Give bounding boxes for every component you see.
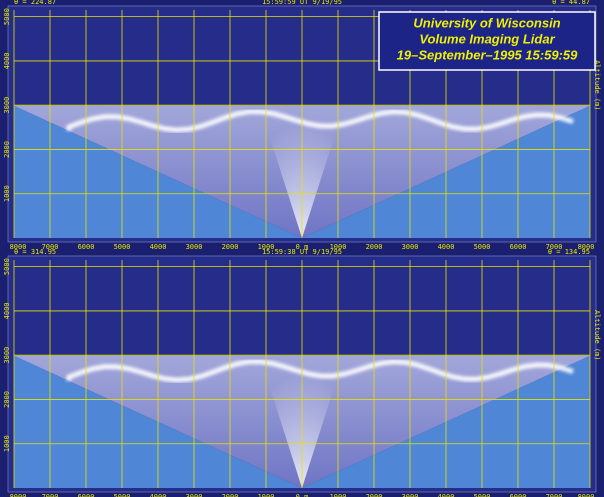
banner-box [378, 11, 596, 71]
x-tick-label: 2000 [366, 243, 383, 251]
x-tick-label: 8000 [578, 243, 595, 251]
panel-left-label: θ = 224.87 [14, 0, 56, 6]
x-tick-label: 0 m [296, 243, 309, 251]
y-tick-label: 3000 [3, 97, 11, 114]
x-tick-label: 7000 [42, 243, 59, 251]
panel-right-label: θ = 134.95 [548, 248, 590, 256]
x-tick-label: 7000 [546, 243, 563, 251]
panel: 1000 2000 3000 4000 5000 8000 7000 6000 5000 4000… [3, 248, 601, 497]
x-tick-label: 1000 [330, 493, 347, 497]
y-tick-label: 1000 [3, 185, 11, 202]
x-tick-label: 4000 [438, 493, 455, 497]
banner-line: Volume Imaging Lidar [419, 31, 555, 46]
x-tick-label: 4000 [150, 493, 167, 497]
y-tick-label: 4000 [3, 302, 11, 319]
y-tick-label: 2000 [3, 391, 11, 408]
cloud-layer [66, 359, 574, 383]
y-tick-label: 5000 [3, 258, 11, 275]
x-tick-label: 7000 [42, 493, 59, 497]
x-tick-label: 4000 [150, 243, 167, 251]
x-tick-label: 6000 [78, 493, 95, 497]
x-tick-label: 5000 [114, 243, 131, 251]
x-tick-label: 2000 [222, 243, 239, 251]
x-tick-label: 8000 [578, 493, 595, 497]
panel-title: 15:59:38 UT 9/19/95 [262, 248, 342, 256]
x-tick-label: 3000 [402, 243, 419, 251]
x-tick-label: 6000 [78, 243, 95, 251]
banner: University of Wisconsin Volume Imaging L… [378, 11, 596, 71]
x-tick-label: 5000 [474, 493, 491, 497]
y-tick-label: 1000 [3, 435, 11, 452]
y-tick-label: 5000 [3, 8, 11, 25]
x-tick-label: 6000 [510, 243, 527, 251]
x-tick-label: 8000 [10, 493, 27, 497]
y-axis-title: Altitude (m) [593, 310, 601, 361]
x-tick-label: 5000 [474, 243, 491, 251]
x-tick-label: 3000 [186, 493, 203, 497]
panel-title: 15:59:59 UT 9/19/95 [262, 0, 342, 6]
x-tick-label: 1000 [330, 243, 347, 251]
x-tick-label: 1000 [258, 243, 275, 251]
x-tick-label: 3000 [402, 493, 419, 497]
banner-line: University of Wisconsin [413, 15, 560, 30]
x-tick-label: 8000 [10, 243, 27, 251]
y-tick-label: 2000 [3, 141, 11, 158]
y-axis-title: Altitude (m) [593, 60, 601, 111]
x-tick-label: 2000 [366, 493, 383, 497]
x-tick-label: 3000 [186, 243, 203, 251]
cloud-layer [66, 109, 574, 133]
x-tick-label: 7000 [546, 493, 563, 497]
panel-right-label: θ = 44.87 [552, 0, 590, 6]
panel-left-label: θ = 314.95 [14, 248, 56, 256]
x-tick-label: 4000 [438, 243, 455, 251]
y-tick-label: 4000 [3, 52, 11, 69]
x-tick-label: 2000 [222, 493, 239, 497]
x-tick-label: 1000 [258, 493, 275, 497]
x-tick-label: 6000 [510, 493, 527, 497]
x-tick-label: 0 m [296, 493, 309, 497]
banner-line: 19–September–1995 15:59:59 [397, 47, 578, 62]
y-tick-label: 3000 [3, 347, 11, 364]
x-tick-label: 5000 [114, 493, 131, 497]
